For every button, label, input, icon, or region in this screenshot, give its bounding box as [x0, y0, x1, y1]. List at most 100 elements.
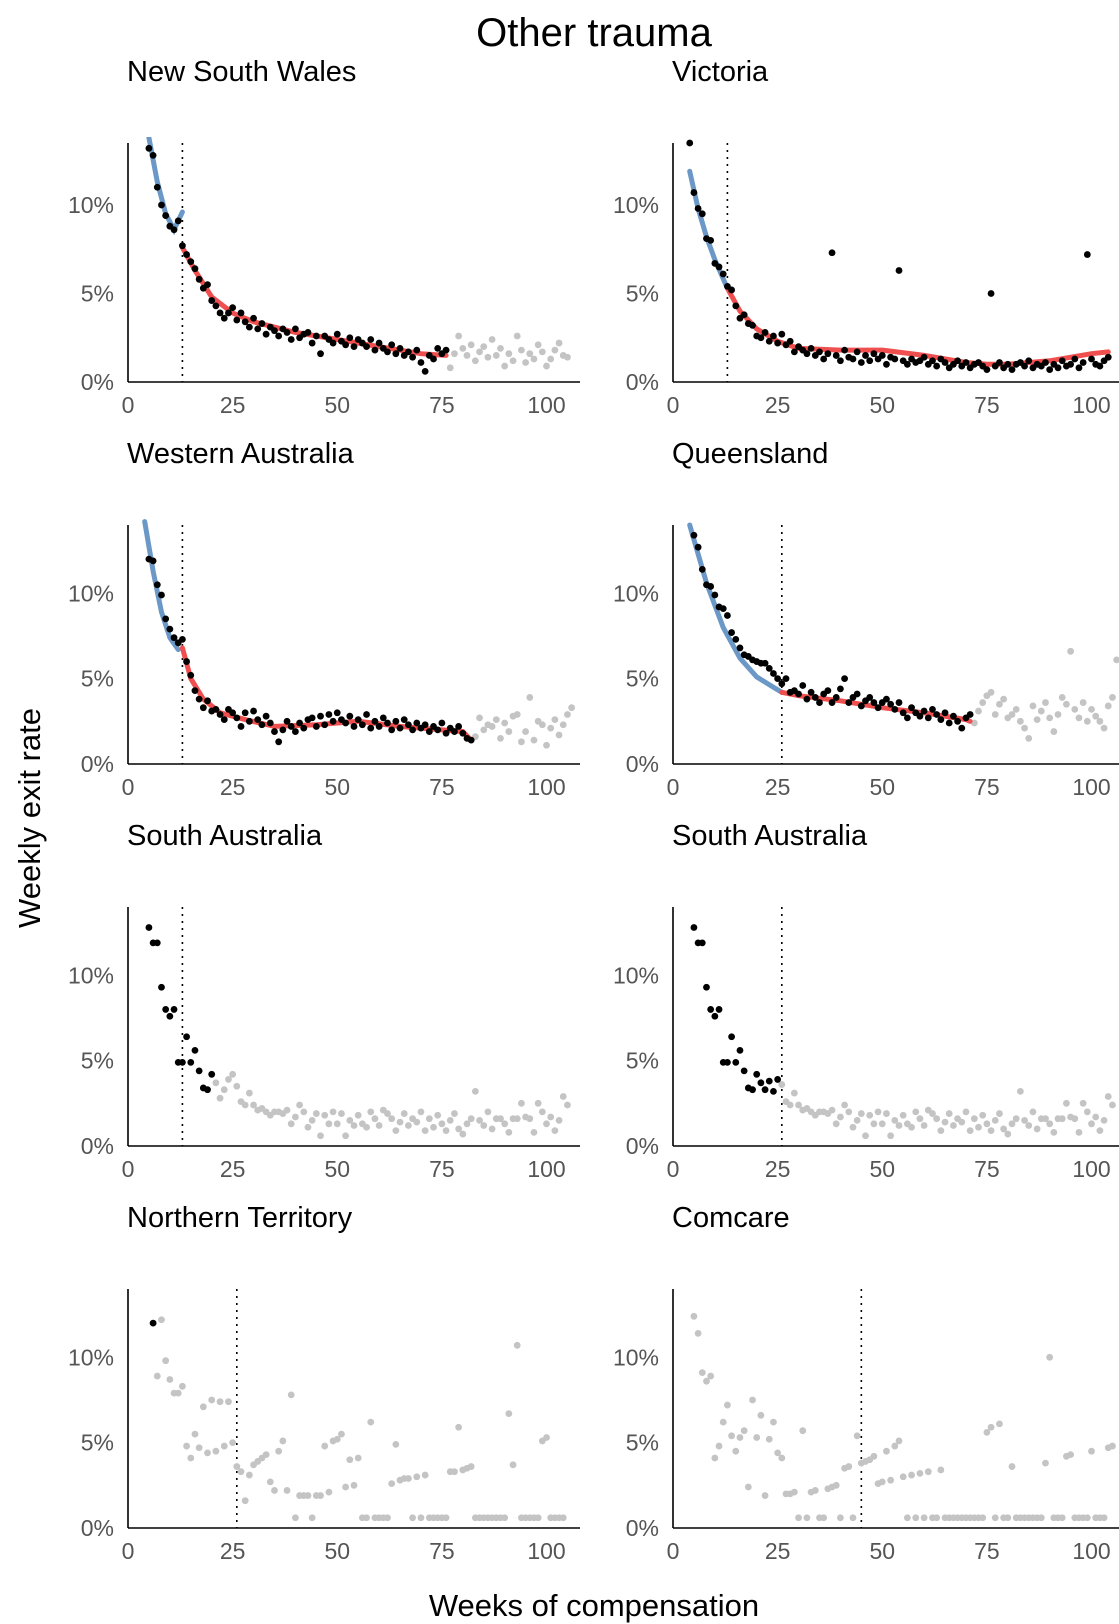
- data-point: [761, 659, 769, 667]
- data-point-excluded: [476, 1116, 483, 1124]
- data-point: [694, 543, 702, 551]
- data-point: [690, 924, 698, 931]
- x-tick-label: 0: [122, 392, 135, 418]
- data-point-excluded: [346, 1456, 354, 1464]
- data-point-excluded: [296, 1101, 303, 1109]
- data-point: [765, 665, 773, 672]
- x-tick-label: 25: [765, 774, 791, 800]
- data-point-excluded: [292, 1113, 299, 1121]
- data-point: [883, 360, 890, 368]
- data-point-excluded: [534, 1514, 542, 1522]
- data-point-excluded: [459, 1130, 467, 1138]
- data-point: [149, 557, 157, 565]
- data-point-excluded: [744, 1483, 752, 1491]
- panel-6: Northern Territory 0 25 50 75 100 0% 5% 10%: [68, 1202, 580, 1564]
- x-tick-label: 0: [122, 774, 135, 800]
- data-point-excluded: [321, 1442, 329, 1450]
- data-point-excluded: [1071, 705, 1079, 713]
- data-point: [409, 353, 416, 361]
- x-tick-label: 100: [527, 1156, 565, 1182]
- data-point-excluded: [405, 1122, 412, 1129]
- data-point: [170, 1006, 178, 1013]
- y-tick-label: 10%: [68, 1344, 114, 1370]
- point-layer: [690, 924, 1116, 1140]
- data-point: [941, 359, 949, 366]
- data-point: [279, 726, 287, 734]
- data-point: [342, 341, 350, 349]
- data-point-excluded: [551, 346, 559, 354]
- data-point-excluded: [832, 1120, 840, 1128]
- data-point: [245, 717, 253, 725]
- data-point-excluded: [866, 1111, 874, 1119]
- data-point: [824, 687, 832, 694]
- data-point-excluded: [195, 1444, 203, 1452]
- data-point-excluded: [778, 1454, 786, 1462]
- y-axis-title: Weekly exit rate: [12, 708, 47, 928]
- data-point: [778, 330, 786, 338]
- data-point: [333, 330, 341, 338]
- data-point: [891, 705, 899, 713]
- data-point-excluded: [1096, 717, 1104, 725]
- data-point-excluded: [849, 1514, 857, 1522]
- panel-7: Comcare 0 25 50 75 100 0% 5% 10%: [613, 1202, 1119, 1564]
- data-point-excluded: [388, 1480, 396, 1488]
- data-point-excluded: [488, 336, 496, 343]
- data-point-excluded: [790, 1488, 798, 1496]
- data-point: [430, 355, 437, 363]
- data-point-excluded: [279, 1437, 287, 1445]
- data-point: [857, 702, 865, 710]
- data-point: [770, 1087, 777, 1095]
- data-point: [828, 699, 836, 706]
- data-point: [1021, 362, 1028, 370]
- y-tick-label: 0%: [81, 1515, 114, 1541]
- data-point-excluded: [945, 1110, 953, 1117]
- data-point-excluded: [518, 738, 525, 746]
- data-point-excluded: [753, 1434, 761, 1441]
- data-point: [895, 267, 903, 274]
- data-point-excluded: [970, 719, 978, 727]
- data-point: [287, 723, 295, 730]
- data-point: [396, 344, 404, 352]
- data-point-excluded: [220, 1086, 228, 1094]
- data-point-excluded: [350, 1122, 358, 1129]
- data-point: [732, 635, 740, 643]
- data-point: [258, 721, 266, 729]
- data-point-excluded: [220, 1442, 228, 1450]
- data-point-excluded: [534, 1099, 542, 1107]
- data-point-excluded: [1029, 702, 1037, 710]
- data-point: [342, 719, 350, 727]
- data-point: [375, 339, 383, 347]
- data-point: [212, 705, 220, 713]
- data-point-excluded: [790, 1089, 798, 1097]
- data-point: [841, 675, 848, 683]
- data-point-excluded: [212, 1447, 220, 1455]
- y-tick-label: 0%: [626, 751, 659, 777]
- data-point-excluded: [564, 711, 571, 718]
- data-point: [803, 695, 811, 703]
- data-point: [162, 212, 170, 219]
- data-point-excluded: [1016, 1087, 1024, 1095]
- data-point-excluded: [878, 1120, 886, 1128]
- data-point-excluded: [384, 1514, 391, 1522]
- x-tick-label: 0: [122, 1156, 135, 1182]
- panel-3: Queensland 0 25 50 75 100 0% 5% 10%: [613, 438, 1119, 800]
- data-point: [908, 704, 915, 712]
- data-point-excluded: [1021, 1116, 1028, 1124]
- data-point-excluded: [732, 1447, 740, 1455]
- data-point: [220, 716, 228, 724]
- data-point-excluded: [430, 1123, 437, 1131]
- data-point: [895, 699, 903, 706]
- data-point: [832, 694, 840, 701]
- data-point: [941, 709, 949, 717]
- data-point-excluded: [488, 723, 496, 730]
- data-point-excluded: [375, 1122, 383, 1129]
- data-point-excluded: [354, 1454, 362, 1462]
- data-point-excluded: [1113, 656, 1119, 664]
- data-point-excluded: [275, 1447, 283, 1455]
- data-point: [392, 717, 400, 725]
- data-point-excluded: [975, 1123, 982, 1131]
- data-point-excluded: [937, 1127, 945, 1135]
- data-point-excluded: [736, 1434, 744, 1441]
- data-point: [145, 144, 153, 152]
